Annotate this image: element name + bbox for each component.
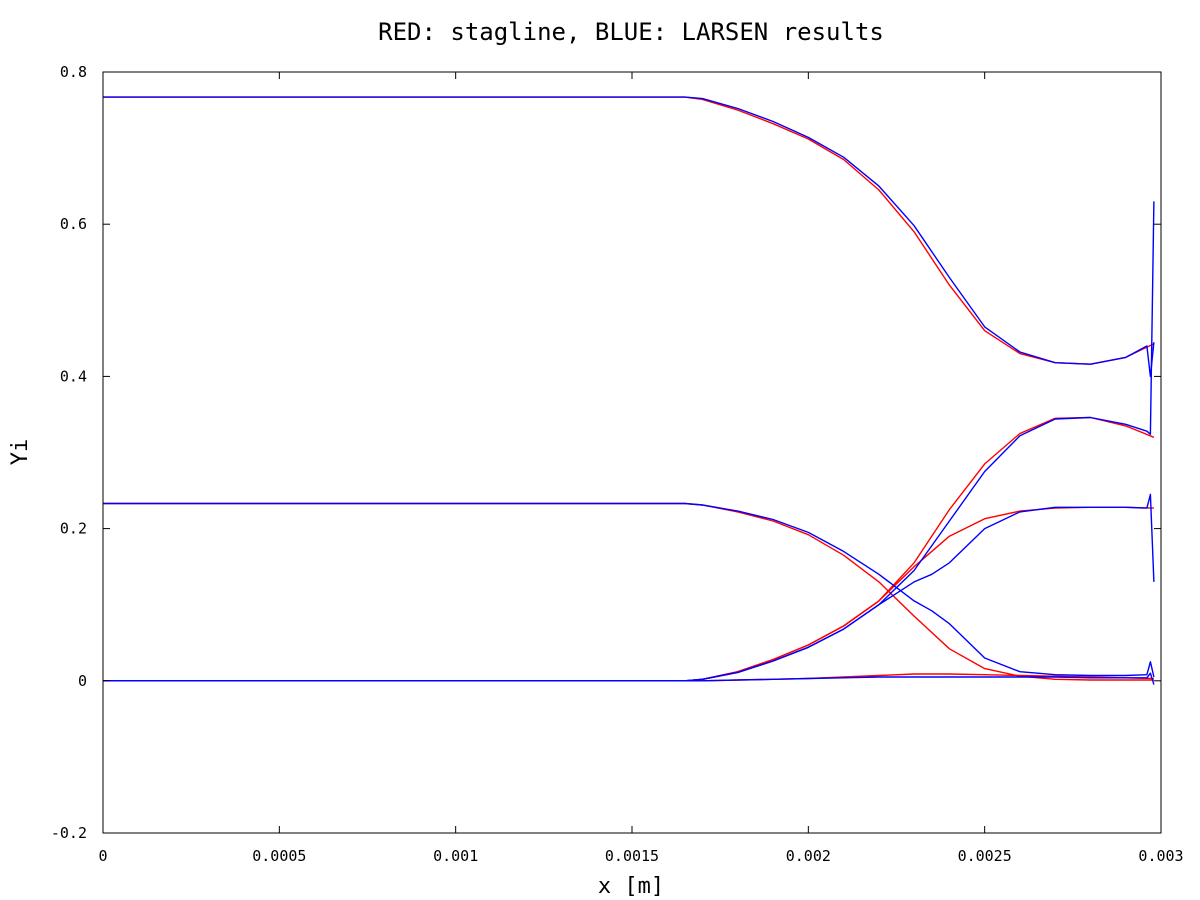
larsen-series-line bbox=[103, 201, 1155, 682]
x-tick-label: 0 bbox=[98, 847, 107, 865]
stagline-series-line bbox=[103, 96, 1155, 365]
x-axis-title: x [m] bbox=[598, 874, 664, 899]
y-tick-label: 0.2 bbox=[60, 520, 87, 538]
larsen-series-line bbox=[103, 96, 1155, 378]
y-axis-title: Yi bbox=[8, 439, 33, 466]
larsen-series-line bbox=[103, 672, 1155, 685]
stagline-series-line bbox=[103, 416, 1155, 682]
y-tick-label: 0.6 bbox=[60, 215, 87, 233]
y-tick-label: 0.4 bbox=[60, 367, 87, 385]
x-tick-label: 0.001 bbox=[433, 847, 478, 865]
x-tick-label: 0.003 bbox=[1138, 847, 1183, 865]
chart-title: RED: stagline, BLUE: LARSEN results bbox=[378, 18, 884, 46]
y-tick-label: -0.2 bbox=[51, 824, 87, 842]
plot-frame bbox=[102, 71, 1162, 834]
series-layer bbox=[103, 96, 1155, 685]
larsen-series-line bbox=[103, 502, 1155, 678]
ticks-layer: 0 0.0005 0.001 0.0015 0.002 0.0025 0.003 -0.2 0 0… bbox=[51, 63, 1184, 865]
x-tick-label: 0.0005 bbox=[252, 847, 306, 865]
x-tick-label: 0.0015 bbox=[605, 847, 659, 865]
x-tick-label: 0.0025 bbox=[958, 847, 1012, 865]
y-tick-label: 0 bbox=[78, 672, 87, 690]
stagline-series-line bbox=[103, 502, 1154, 681]
larsen-series-line bbox=[103, 493, 1155, 682]
y-tick-label: 0.8 bbox=[60, 63, 87, 81]
x-tick-label: 0.002 bbox=[786, 847, 831, 865]
stagline-series-line bbox=[103, 506, 1154, 682]
